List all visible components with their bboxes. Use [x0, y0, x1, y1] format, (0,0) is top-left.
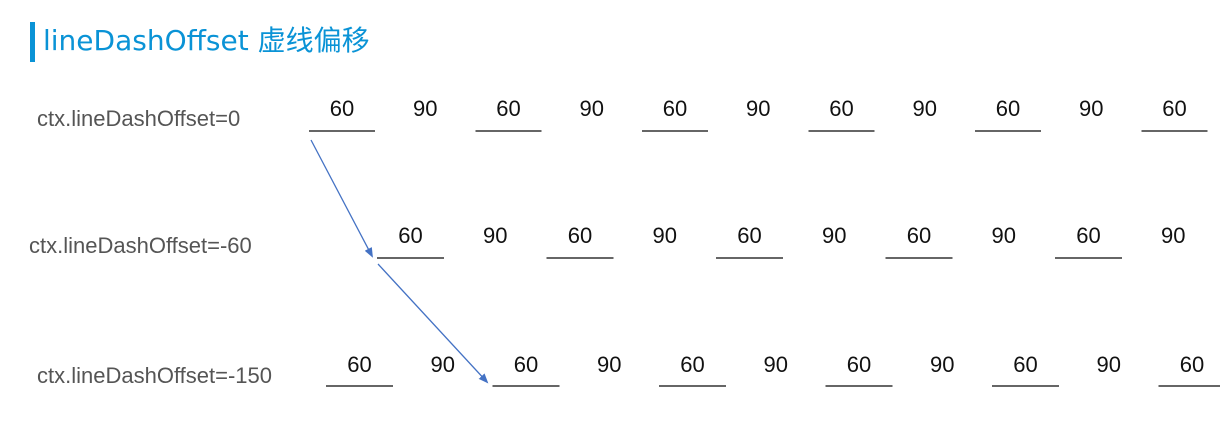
dash-length-label: 60: [514, 352, 538, 377]
gap-length-label: 90: [580, 96, 604, 121]
dash-row-offset-0: 60 90 60 90 60 90 60 90 60 90 60: [309, 96, 1208, 132]
dash-length-label: 60: [1076, 223, 1100, 248]
gap-length-label: 90: [992, 223, 1016, 248]
gap-length-label: 90: [653, 223, 677, 248]
dash-length-label: 60: [996, 96, 1020, 121]
gap-length-label: 90: [1079, 96, 1103, 121]
arrow-row1-to-row2: [310, 139, 373, 258]
gap-length-label: 90: [431, 352, 455, 377]
dash-length-label: 60: [568, 223, 592, 248]
dash-length-label: 60: [496, 96, 520, 121]
dash-length-label: 60: [1180, 352, 1204, 377]
dash-length-label: 60: [330, 96, 354, 121]
arrow-row2-to-row3: [377, 263, 489, 384]
gap-length-label: 90: [1097, 352, 1121, 377]
dash-row-offset-minus-150: 60 90 60 90 60 90 60 90 60 90 60: [326, 352, 1220, 387]
dash-length-label: 60: [847, 352, 871, 377]
dash-length-label: 60: [1013, 352, 1037, 377]
gap-length-label: 90: [913, 96, 937, 121]
dash-length-label: 60: [907, 223, 931, 248]
title-accent-bar: [30, 22, 35, 62]
gap-length-label: 90: [822, 223, 846, 248]
gap-length-label: 90: [930, 352, 954, 377]
gap-length-label: 90: [1161, 223, 1185, 248]
dash-length-label: 60: [347, 352, 371, 377]
row-label-offset-0: ctx.lineDashOffset=0: [37, 106, 240, 131]
gap-length-label: 90: [597, 352, 621, 377]
page-title: lineDashOffset 虚线偏移: [43, 24, 370, 57]
dash-length-label: 60: [1162, 96, 1186, 121]
row-label-offset-minus-150: ctx.lineDashOffset=-150: [37, 363, 272, 388]
dash-row-offset-minus-60: 60 90 60 90 60 90 60 90 60 90: [377, 223, 1185, 259]
dash-length-label: 60: [663, 96, 687, 121]
gap-length-label: 90: [746, 96, 770, 121]
dash-length-label: 60: [398, 223, 422, 248]
dash-length-label: 60: [680, 352, 704, 377]
gap-length-label: 90: [483, 223, 507, 248]
gap-length-label: 90: [764, 352, 788, 377]
dash-length-label: 60: [737, 223, 761, 248]
row-label-offset-minus-60: ctx.lineDashOffset=-60: [29, 233, 252, 258]
gap-length-label: 90: [413, 96, 437, 121]
dash-length-label: 60: [829, 96, 853, 121]
